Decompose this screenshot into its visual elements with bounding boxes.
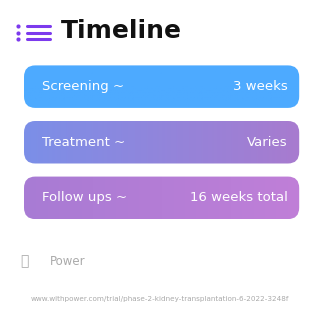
Text: Timeline: Timeline [61,19,182,43]
Text: Screening ~: Screening ~ [42,80,124,93]
FancyBboxPatch shape [24,65,299,108]
Text: Power: Power [50,255,85,268]
Text: 16 weeks total: 16 weeks total [190,191,288,204]
FancyBboxPatch shape [24,177,299,219]
Text: Ⓟ: Ⓟ [20,255,28,268]
Text: Treatment ~: Treatment ~ [42,136,125,149]
Text: 3 weeks: 3 weeks [233,80,288,93]
Text: Follow ups ~: Follow ups ~ [42,191,127,204]
Text: Varies: Varies [247,136,288,149]
Text: www.withpower.com/trial/phase-2-kidney-transplantation-6-2022-3248f: www.withpower.com/trial/phase-2-kidney-t… [31,296,289,302]
FancyBboxPatch shape [24,121,299,164]
